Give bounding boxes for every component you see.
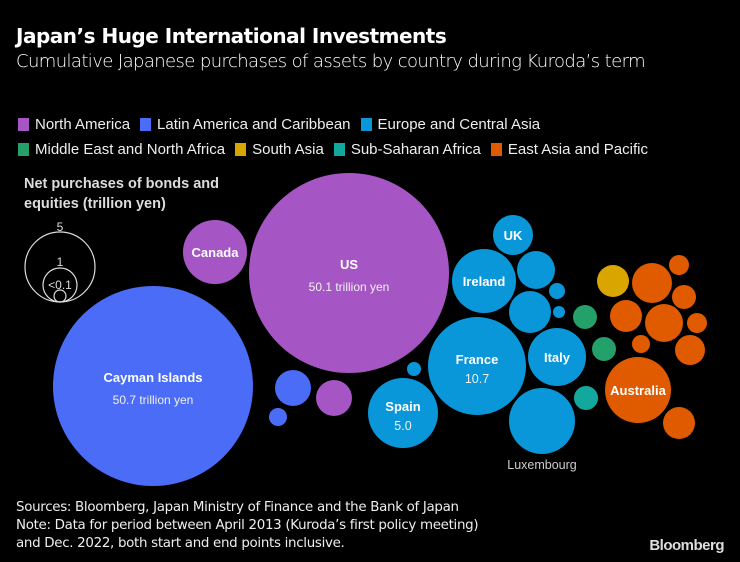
bubble-label: Cayman Islands bbox=[104, 370, 203, 385]
bubble-australia bbox=[605, 357, 671, 423]
bubble-value: 50.1 trillion yen bbox=[309, 280, 390, 294]
legend-item-middle-east: Middle East and North Africa bbox=[18, 141, 225, 158]
note-text-2: and Dec. 2022, both start and end points… bbox=[16, 536, 345, 551]
bloomberg-logo: Bloomberg bbox=[649, 537, 724, 554]
legend-item-europe: Europe and Central Asia bbox=[360, 116, 540, 133]
swatch-icon bbox=[490, 143, 502, 156]
size-legend-title: Net purchases of bonds and equities (tri… bbox=[24, 176, 219, 212]
bubble-value: 10.7 bbox=[465, 372, 489, 386]
region-legend: North America Latin America and Caribbea… bbox=[18, 112, 718, 162]
swatch-icon bbox=[140, 118, 152, 131]
note-text-1: Note: Data for period between April 2013… bbox=[16, 518, 479, 533]
bubble-value: 5.0 bbox=[394, 419, 411, 433]
bubble bbox=[574, 386, 598, 410]
bubble-ireland bbox=[452, 249, 516, 313]
size-legend bbox=[24, 231, 96, 303]
legend-row-1: North America Latin America and Caribbea… bbox=[18, 112, 718, 137]
bubble bbox=[509, 291, 551, 333]
chart-title: Japan’s Huge International Investments bbox=[16, 24, 447, 48]
bubble bbox=[407, 362, 421, 376]
swatch-icon bbox=[235, 143, 247, 156]
chart-footer: Sources: Bloomberg, Japan Ministry of Fi… bbox=[16, 499, 479, 553]
bubble-us bbox=[249, 173, 449, 373]
bubble-label: Canada bbox=[192, 245, 240, 260]
bubble-label: Luxembourg bbox=[507, 458, 577, 472]
bubble bbox=[275, 370, 311, 406]
bubble bbox=[687, 313, 707, 333]
bubble-label: Spain bbox=[385, 399, 420, 414]
bubble-cayman-islands bbox=[53, 286, 253, 486]
legend-item-east-asia: East Asia and Pacific bbox=[490, 141, 648, 158]
size-legend-label-small: <0.1 bbox=[48, 278, 72, 292]
bubble-spain bbox=[368, 378, 438, 448]
sources-text: Sources: Bloomberg, Japan Ministry of Fi… bbox=[16, 500, 459, 515]
bubble bbox=[316, 380, 352, 416]
bubble-luxembourg bbox=[509, 388, 575, 454]
size-legend-label-5: 5 bbox=[57, 220, 64, 234]
chart-subtitle: Cumulative Japanese purchases of assets … bbox=[16, 51, 646, 72]
bubble-label: France bbox=[456, 352, 499, 367]
bubble bbox=[269, 408, 287, 426]
bubble bbox=[675, 335, 705, 365]
swatch-icon bbox=[360, 118, 372, 131]
bubble bbox=[610, 300, 642, 332]
bubble-label: UK bbox=[504, 228, 523, 243]
bubble bbox=[592, 337, 616, 361]
bubble-label: Ireland bbox=[463, 274, 506, 289]
bubble-italy bbox=[528, 328, 586, 386]
bubble bbox=[645, 304, 683, 342]
bubble-label: Italy bbox=[544, 350, 571, 365]
bubble bbox=[597, 265, 629, 297]
bubble-label: US bbox=[340, 257, 358, 272]
bubble-label: Australia bbox=[610, 383, 666, 398]
bubble bbox=[553, 306, 565, 318]
bubble bbox=[517, 251, 555, 289]
bubble bbox=[573, 305, 597, 329]
swatch-icon bbox=[333, 143, 345, 156]
bubble bbox=[669, 255, 689, 275]
bubbles-group bbox=[53, 173, 707, 486]
bubble bbox=[672, 285, 696, 309]
bubble-uk bbox=[493, 215, 533, 255]
bubble bbox=[549, 283, 565, 299]
bubble-france bbox=[428, 317, 526, 415]
bubble-labels-group: Cayman Islands 50.7 trillion yen US 50.1 tr… bbox=[104, 228, 667, 472]
size-legend-label-1: 1 bbox=[57, 255, 64, 269]
legend-item-sub-saharan: Sub-Saharan Africa bbox=[333, 141, 481, 158]
legend-item-latin-america: Latin America and Caribbean bbox=[140, 116, 351, 133]
swatch-icon bbox=[18, 143, 29, 156]
legend-item-north-america: North America bbox=[18, 116, 130, 133]
bubble bbox=[663, 407, 695, 439]
bubble-canada bbox=[183, 220, 247, 284]
legend-row-2: Middle East and North Africa South Asia … bbox=[18, 137, 718, 162]
swatch-icon bbox=[18, 118, 29, 131]
legend-item-south-asia: South Asia bbox=[235, 141, 324, 158]
bubble bbox=[632, 263, 672, 303]
bubble-value: 50.7 trillion yen bbox=[113, 393, 194, 407]
bubble bbox=[632, 335, 650, 353]
